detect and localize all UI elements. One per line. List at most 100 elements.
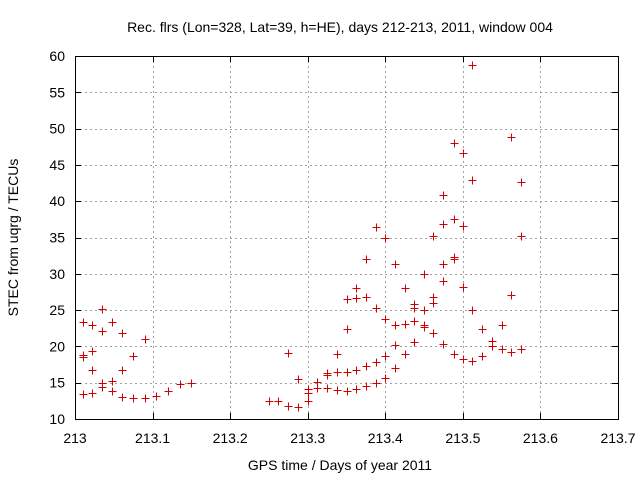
data-point [333, 350, 342, 359]
y-axis-label: STEC from uqrg / TECUs [5, 159, 21, 317]
x-tick-label: 213.4 [368, 430, 403, 446]
data-point [362, 362, 371, 371]
data-point [79, 351, 88, 360]
data-point [352, 294, 361, 303]
data-point [459, 149, 468, 158]
data-point [372, 304, 381, 313]
data-point [129, 352, 138, 361]
y-tick-label: 55 [49, 84, 65, 100]
data-point [141, 394, 150, 403]
data-point [372, 358, 381, 367]
x-axis-label: GPS time / Days of year 2011 [248, 457, 432, 473]
data-point [274, 397, 283, 406]
data-point [304, 397, 313, 406]
data-point [372, 223, 381, 232]
data-point [439, 220, 448, 229]
data-point [352, 366, 361, 375]
data-point [450, 139, 459, 148]
data-point [152, 392, 161, 401]
grid-lines [75, 56, 618, 419]
data-point [498, 345, 507, 354]
data-point [401, 320, 410, 329]
x-tick-label: 213 [63, 430, 87, 446]
data-point [187, 379, 196, 388]
data-point [108, 377, 117, 386]
data-point [108, 318, 117, 327]
y-tick-label: 10 [49, 411, 65, 427]
data-point [410, 338, 419, 347]
data-point [343, 325, 352, 334]
data-point [459, 222, 468, 231]
data-point [362, 382, 371, 391]
data-point [420, 270, 429, 279]
plot-frame [75, 56, 619, 420]
data-point [439, 340, 448, 349]
data-point [118, 393, 127, 402]
y-tick-label: 25 [49, 302, 65, 318]
data-point [88, 321, 97, 330]
data-point [79, 318, 88, 327]
data-point [98, 305, 107, 314]
data-point [352, 385, 361, 394]
data-point [88, 366, 97, 375]
data-point [478, 352, 487, 361]
data-point [507, 133, 516, 142]
x-tick-label: 213.3 [290, 430, 325, 446]
data-point [429, 329, 438, 338]
data-point [468, 61, 477, 70]
data-point [439, 260, 448, 269]
data-point [313, 378, 322, 387]
y-tick-label: 35 [49, 230, 65, 246]
data-point [420, 323, 429, 332]
data-point [459, 283, 468, 292]
y-tick-label: 45 [49, 157, 65, 173]
data-point [323, 371, 332, 380]
data-point [450, 350, 459, 359]
y-tick-label: 20 [49, 338, 65, 354]
x-tick-label: 213.2 [213, 430, 248, 446]
data-point [343, 368, 352, 377]
data-point [284, 402, 293, 411]
data-point [507, 348, 516, 357]
data-point [98, 327, 107, 336]
data-point [468, 306, 477, 315]
data-point [79, 390, 88, 399]
x-tick-label: 213.6 [523, 430, 558, 446]
data-point [381, 315, 390, 324]
data-point [478, 325, 487, 334]
data-point [391, 341, 400, 350]
data-point [420, 306, 429, 315]
data-point [164, 387, 173, 396]
data-point [118, 329, 127, 338]
data-point [391, 364, 400, 373]
data-point [333, 368, 342, 377]
y-tick-label: 40 [49, 193, 65, 209]
data-point [507, 291, 516, 300]
x-tick-label: 213.1 [135, 430, 170, 446]
data-point [362, 255, 371, 264]
data-point [381, 374, 390, 383]
data-point [381, 234, 390, 243]
data-point [498, 321, 507, 330]
y-tick-label: 50 [49, 121, 65, 137]
data-point [129, 394, 138, 403]
data-point [372, 379, 381, 388]
y-tick-label: 30 [49, 266, 65, 282]
x-tick-label: 213.5 [445, 430, 480, 446]
data-point [468, 357, 477, 366]
data-point [439, 191, 448, 200]
data-point [488, 342, 497, 351]
data-point [517, 232, 526, 241]
data-points [79, 61, 526, 412]
data-point [391, 321, 400, 330]
data-point [265, 397, 274, 406]
y-tick-label: 60 [49, 48, 65, 64]
data-point [410, 317, 419, 326]
chart-title: Rec. flrs (Lon=328, Lat=39, h=HE), days … [127, 19, 553, 35]
data-point [88, 389, 97, 398]
tick-labels: 213 213.1 213.2 213.3 213.4 213.5 213.6 213.7 10… [49, 48, 635, 446]
y-tick-label: 15 [49, 375, 65, 391]
data-point [304, 385, 313, 394]
data-point [343, 295, 352, 304]
